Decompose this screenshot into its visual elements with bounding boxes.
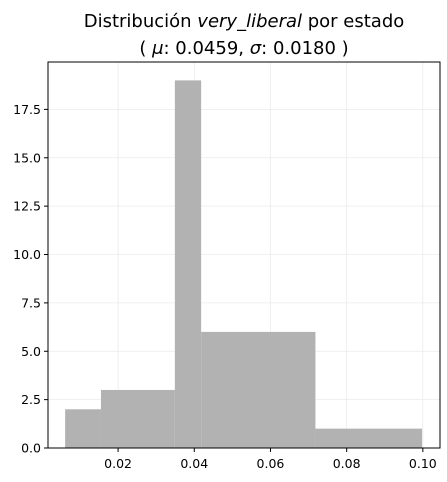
x-tick-label: 0.06 [257,456,285,471]
y-tick-label: 10.0 [13,247,41,262]
y-tick-label: 2.5 [21,392,41,407]
histogram-bar [65,409,101,448]
bars [65,80,423,448]
histogram-bar [315,428,423,448]
x-tick-label: 0.04 [180,456,208,471]
plot-frame [47,61,441,449]
y-tick-label: 0.0 [21,441,41,456]
x-tick-label: 0.10 [409,456,437,471]
y-tick-label: 15.0 [13,150,41,165]
x-tick-label: 0.02 [104,456,132,471]
chart-title-line-1: Distribución very_liberal por estado [84,11,405,32]
y-tick-label: 17.5 [13,102,41,117]
y-tick-label: 12.5 [13,199,41,214]
ticks: 0.02 0.04 0.06 0.08 0.10 0.0 2.5 5.0 7.5 10.0 12.5… [13,102,437,471]
histogram-bar [100,389,175,448]
histogram-bar [174,80,202,448]
histogram-bar [201,331,316,448]
chart-title-line-2: ( μ: 0.0459, σ: 0.0180 ) [139,38,348,59]
y-tick-label: 5.0 [21,344,41,359]
x-tick-label: 0.08 [333,456,361,471]
y-tick-label: 7.5 [21,295,41,310]
